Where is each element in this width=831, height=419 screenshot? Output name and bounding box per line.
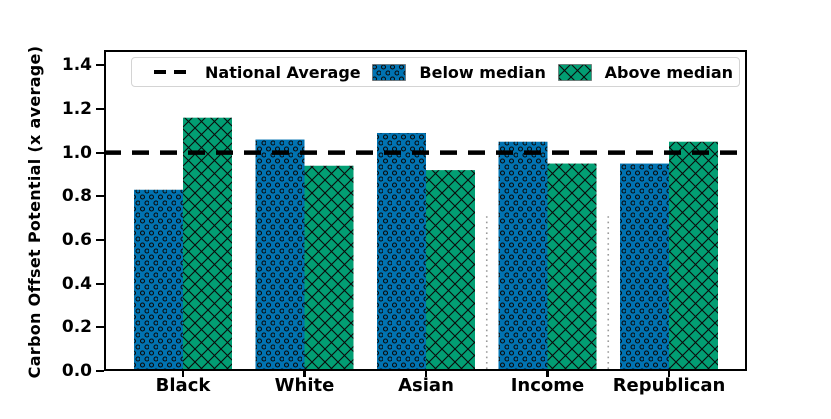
bar-below-median-white bbox=[255, 139, 305, 371]
y-tick-label: 0.2 bbox=[61, 317, 92, 338]
x-tick-mark bbox=[546, 371, 549, 377]
above-median-swatch bbox=[557, 63, 592, 81]
plot-border bbox=[104, 50, 747, 371]
y-tick-label: 0.8 bbox=[61, 186, 92, 207]
y-tick-mark bbox=[96, 369, 104, 373]
legend-item-above-median: Above median bbox=[557, 62, 733, 82]
x-tick-mark bbox=[181, 371, 185, 377]
bar-below-median-asian bbox=[377, 132, 426, 371]
x-tick-mark bbox=[667, 371, 671, 377]
x-tick-label-income: Income bbox=[510, 375, 585, 396]
bar-above-median-income bbox=[547, 163, 597, 371]
legend-label-above-median: Above median bbox=[604, 62, 733, 82]
legend: National Average Below median Above medi… bbox=[131, 57, 740, 87]
y-tick-label: 0.6 bbox=[61, 229, 92, 250]
y-tick-label: 1.0 bbox=[61, 142, 92, 163]
x-tick-label-white: White bbox=[274, 375, 335, 396]
x-tick-mark bbox=[424, 371, 428, 377]
y-tick-mark bbox=[96, 64, 104, 67]
legend-label-national-average: National Average bbox=[205, 62, 361, 82]
y-tick-mark bbox=[96, 151, 104, 154]
bar-below-median-black bbox=[134, 189, 183, 371]
legend-item-below-median: Below median bbox=[372, 63, 546, 82]
bar-below-median-income bbox=[498, 141, 548, 371]
y-tick-mark bbox=[96, 326, 104, 329]
reference-lines-layer bbox=[104, 150, 747, 369]
bar-below-median-republican bbox=[620, 163, 669, 371]
y-tick-label: 1.2 bbox=[61, 98, 92, 119]
legend-item-national-average: National Average bbox=[154, 63, 361, 82]
bar-above-median-black bbox=[183, 117, 232, 371]
y-tick-mark bbox=[96, 195, 104, 198]
bars-layer bbox=[134, 117, 718, 371]
y-tick-label: 1.4 bbox=[61, 55, 92, 76]
bar-above-median-asian bbox=[426, 170, 475, 371]
y-tick-mark bbox=[96, 282, 104, 285]
x-tick-label-republican: Republican bbox=[612, 375, 726, 396]
legend-label-below-median: Below median bbox=[419, 62, 546, 82]
x-tick-label-asian: Asian bbox=[398, 375, 454, 396]
y-tick-mark bbox=[96, 107, 104, 111]
y-tick-mark bbox=[96, 238, 104, 242]
y-tick-label: 0.4 bbox=[61, 273, 92, 294]
bar-above-median-republican bbox=[669, 141, 718, 371]
plot-area bbox=[104, 50, 747, 371]
x-tick-label-black: Black bbox=[155, 375, 211, 396]
dashed-line-swatch bbox=[154, 70, 192, 74]
y-tick-label: 0.0 bbox=[61, 361, 92, 381]
x-tick-mark bbox=[303, 371, 306, 377]
below-median-swatch bbox=[372, 63, 407, 81]
bar-above-median-white bbox=[304, 165, 354, 371]
